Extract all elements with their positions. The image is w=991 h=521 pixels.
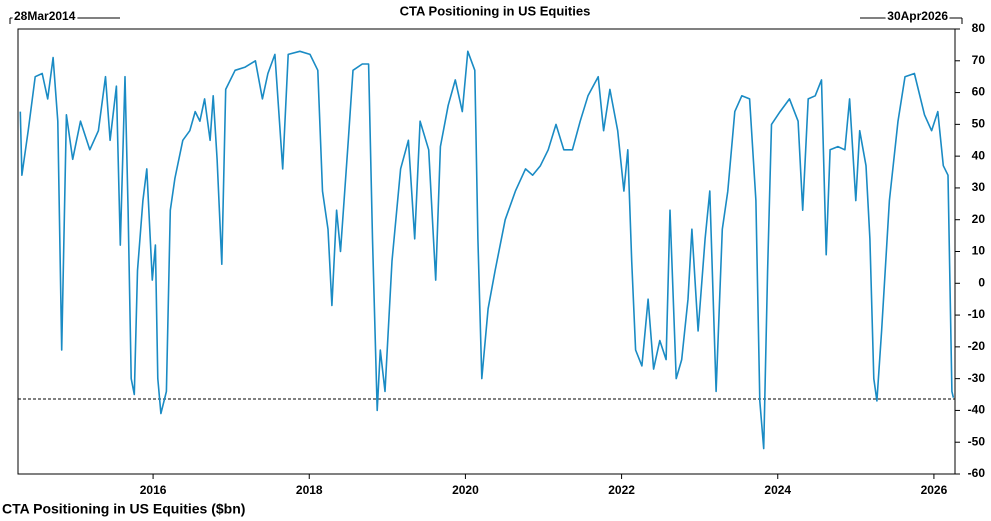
x-tick-label: 2018	[296, 483, 323, 497]
y-tick-label: -20	[968, 339, 986, 353]
y-tick-label: 40	[972, 148, 986, 162]
series-line	[19, 50, 955, 450]
y-tick-label: -60	[968, 466, 986, 480]
chart-title: CTA Positioning in US Equities	[400, 3, 591, 18]
y-tick-label: 10	[972, 244, 986, 258]
x-tick-label: 2016	[140, 483, 167, 497]
y-tick-label: 80	[972, 21, 986, 35]
x-tick-label: 2024	[764, 483, 791, 497]
legend-label: CTA Positioning in US Equities ($bn)	[2, 501, 245, 517]
x-tick-label: 2026	[921, 483, 948, 497]
y-tick-label: 60	[972, 85, 986, 99]
y-tick-label: -50	[968, 434, 986, 448]
y-tick-label: -30	[968, 371, 986, 385]
y-tick-label: 20	[972, 212, 986, 226]
y-tick-label: 70	[972, 53, 986, 67]
y-tick-label: 0	[978, 275, 985, 289]
x-tick-label: 2020	[452, 483, 479, 497]
y-tick-label: 50	[972, 117, 986, 131]
start-label: 28Mar2014	[14, 9, 76, 23]
y-tick-label: 30	[972, 180, 986, 194]
x-tick-label: 2022	[608, 483, 635, 497]
y-tick-label: -40	[968, 403, 986, 417]
y-tick-label: -10	[968, 307, 986, 321]
end-label: 30Apr2026	[887, 9, 948, 23]
